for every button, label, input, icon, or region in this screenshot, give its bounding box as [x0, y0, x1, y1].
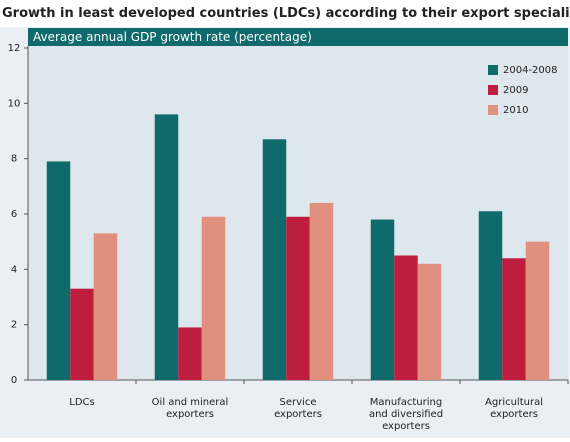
bar	[525, 241, 550, 380]
label-line: exporters	[274, 409, 322, 420]
bar	[178, 327, 202, 380]
y-tick-label: 2	[11, 320, 17, 331]
bar	[93, 233, 118, 380]
legend-label: 2010	[503, 105, 528, 116]
bar	[70, 288, 94, 380]
label-line: Agricultural	[485, 397, 543, 408]
y-tick-label: 6	[11, 209, 17, 220]
legend-label: 2004-2008	[503, 65, 558, 76]
subtitle: Average annual GDP growth rate (percenta…	[33, 30, 312, 44]
bar	[478, 211, 503, 380]
bar	[370, 219, 395, 380]
chart-title: Growth in least developed countries (LDC…	[2, 4, 570, 21]
legend-label: 2009	[503, 85, 528, 96]
y-tick-label: 0	[11, 375, 17, 386]
bar	[309, 202, 334, 380]
bar	[262, 139, 287, 380]
label-line: exporters	[166, 409, 214, 420]
label-line: exporters	[490, 409, 538, 420]
label-line: Service	[280, 397, 317, 408]
y-tick-label: 12	[8, 43, 21, 54]
title-text: Growth in least developed countries (LDC…	[2, 6, 570, 21]
legend-swatch	[488, 65, 498, 75]
legend-swatch	[488, 85, 498, 95]
bar	[46, 161, 71, 380]
x-tick-label: Oil and mineral exporters	[152, 397, 229, 420]
label-line: Manufacturing	[370, 397, 442, 408]
bar	[154, 114, 179, 381]
x-tick-label: LDCs	[69, 397, 94, 408]
x-tick-label: Service exporters	[274, 397, 322, 420]
bar	[394, 255, 418, 380]
subtitle-band	[28, 28, 568, 46]
title-band	[0, 0, 570, 27]
label-line: and diversified	[369, 409, 443, 420]
bar	[417, 263, 442, 380]
label-line: exporters	[382, 421, 430, 432]
label-line: Oil and mineral	[152, 397, 229, 408]
bar	[502, 258, 526, 380]
x-tick-label: Agricultural exporters	[485, 397, 543, 420]
bar	[201, 216, 226, 380]
y-tick-label: 4	[11, 264, 17, 275]
y-tick-label: 10	[8, 98, 21, 109]
x-tick-label: Manufacturing and diversified exporters	[369, 397, 443, 432]
y-tick-label: 8	[11, 154, 17, 165]
legend-swatch	[488, 105, 498, 115]
bar	[286, 216, 310, 380]
label-line: LDCs	[69, 397, 94, 408]
